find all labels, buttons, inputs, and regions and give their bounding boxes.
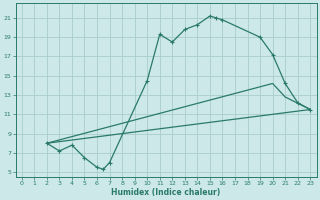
X-axis label: Humidex (Indice chaleur): Humidex (Indice chaleur) (111, 188, 221, 197)
